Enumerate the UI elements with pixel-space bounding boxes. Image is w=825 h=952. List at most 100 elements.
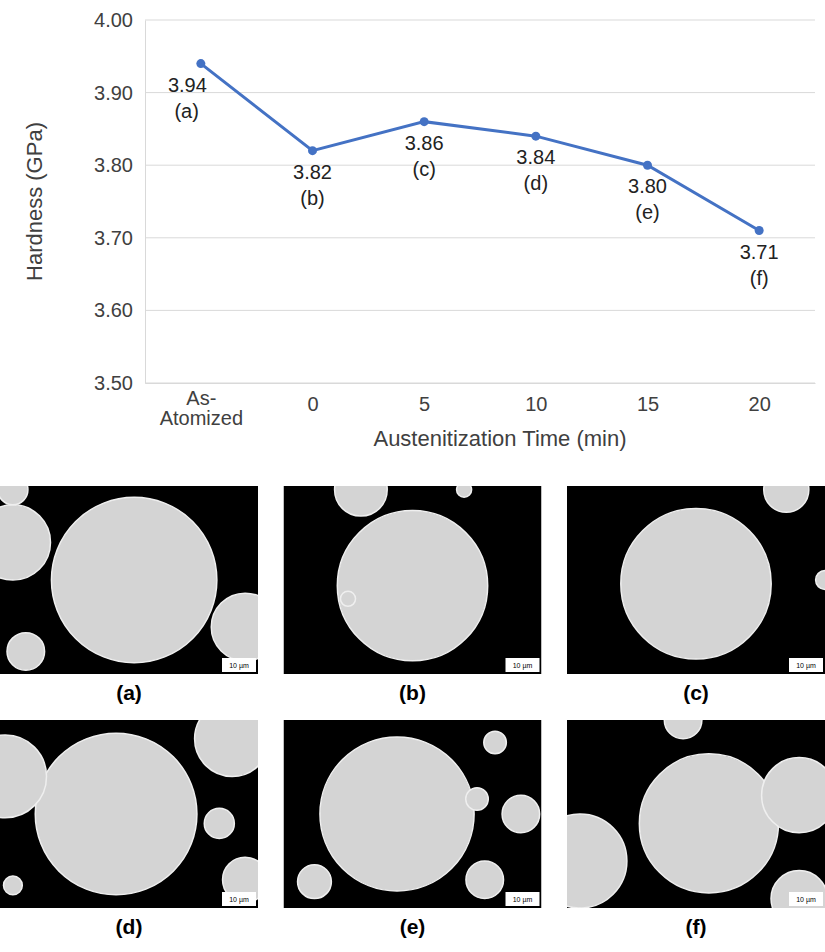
particle [337,510,487,660]
y-tick-label: 3.70 [94,227,133,249]
data-point [196,59,205,68]
data-point [755,226,764,235]
particle [0,505,50,580]
data-point [308,146,317,155]
scale-bar-box [506,658,540,672]
particle [0,486,28,505]
point-annotation: (b) [300,187,324,209]
particle [51,497,216,662]
scale-bar: 10 µm [789,892,823,906]
micrograph [284,720,542,908]
scale-bar: 10 µm [222,892,256,906]
y-axis-line [145,21,146,384]
y-tick-label: 3.50 [94,372,133,394]
grid-line [145,310,815,311]
x-axis-title: Austenitization Time (min) [373,426,626,451]
scale-bar-label: 10 µm [513,662,533,670]
scale-bar: 10 µm [506,892,540,906]
scale-bar: 10 µm [506,658,540,672]
particle [484,731,507,754]
x-tick: 20 [749,393,771,415]
micrograph [0,720,258,908]
scale-bar-label: 10 µm [229,662,249,670]
micrograph-panel: 10 µm [0,701,270,908]
y-tick-label: 3.90 [94,82,133,104]
data-label: 3.84 [516,146,555,168]
particle [664,720,702,739]
point-annotation: (a) [174,100,198,122]
particle [35,733,197,895]
scale-bar-box [506,892,540,906]
x-tick: 5 [419,393,430,415]
data-label: 3.71 [740,241,779,263]
grid-line [145,20,815,21]
point-annotation: (e) [635,201,659,223]
panel-label: (a) [116,681,142,704]
x-tick: 10 [525,393,547,415]
x-tick-label: 5 [419,393,430,415]
micrograph-background [284,486,542,674]
y-tick: 3.60 [94,299,133,321]
chart: 3.50 3.60 3.70 3.80 3.90 4.00 As-Atomized 0 5 10 1… [22,9,816,451]
particle [0,735,47,818]
data-label: 3.82 [293,161,332,183]
scale-bar-box [789,892,823,906]
scale-bar-box [222,892,256,906]
y-tick-label: 3.80 [94,154,133,176]
data-line [201,64,759,231]
particle [466,861,504,899]
micrograph [0,486,258,674]
particle [764,486,809,512]
micrograph-background [567,486,825,674]
grid-line [145,165,815,166]
micrograph-panel: 10 µm [0,475,279,674]
x-tick-label: 15 [637,393,659,415]
particle [335,486,388,516]
x-tick: 15 [637,393,659,415]
particle [211,593,258,661]
scale-bar-label: 10 µm [796,662,816,670]
x-tick-label: 0 [307,393,318,415]
particle [771,870,825,908]
particle [7,633,45,671]
particle [4,876,23,895]
grid-line [145,383,815,384]
series [196,59,763,235]
panel-label: (d) [116,915,143,938]
x-axis-line [146,383,816,384]
x-tick-label-line: As- [186,387,216,409]
micrograph [567,720,825,908]
grid [145,20,815,383]
point-annotation: (d) [524,172,548,194]
panel-label: (f) [686,915,707,938]
y-tick: 3.70 [94,227,133,249]
micrograph-panel: 10 µm [284,720,542,908]
particle [204,808,234,838]
point-annotation: (f) [750,267,769,289]
y-tick: 4.00 [94,9,133,31]
grid-line [145,92,815,93]
data-label: 3.94 [168,74,207,96]
scale-bar-label: 10 µm [796,896,816,904]
particle [816,571,825,590]
x-tick-label: 20 [749,393,771,415]
x-tick-label: As-Atomized [160,387,243,429]
micrograph [567,486,825,674]
particle [320,737,474,891]
x-tick: 0 [307,393,318,415]
y-axis-title: Hardness (GPa) [22,122,47,281]
particle [340,591,355,606]
scale-bar-box [222,658,256,672]
y-tick: 3.90 [94,82,133,104]
y-tick-label: 3.60 [94,299,133,321]
panel-label: (b) [399,681,426,704]
panel-label: (c) [683,681,709,704]
particle [567,814,627,908]
scale-bar-box [789,658,823,672]
data-point [643,161,652,170]
x-tick: As-Atomized [160,387,243,429]
micrograph-panel: 10 µm [567,467,825,674]
micrograph-panel: 10 µm [533,701,825,927]
scale-bar: 10 µm [789,658,823,672]
y-tick-label: 4.00 [94,9,133,31]
